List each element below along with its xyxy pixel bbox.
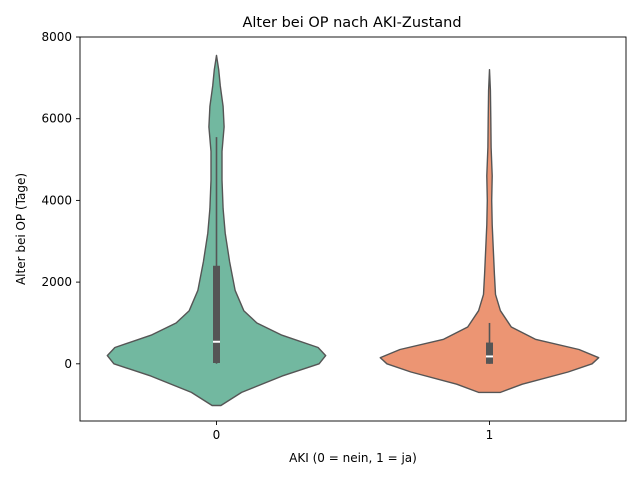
chart-title: Alter bei OP nach AKI-Zustand xyxy=(242,15,461,31)
y-tick-label: 6000 xyxy=(41,112,72,126)
x-tick-label: 1 xyxy=(486,428,494,442)
y-tick-label: 4000 xyxy=(41,193,72,207)
violin-box-1 xyxy=(486,342,493,364)
y-tick-label: 8000 xyxy=(41,30,72,44)
y-tick-label: 0 xyxy=(64,357,72,371)
violin-body-1 xyxy=(379,69,600,394)
y-axis: 0 2000 4000 6000 8000 xyxy=(41,30,80,371)
plot-frame xyxy=(79,36,627,422)
y-axis-label: Alter bei OP (Tage) xyxy=(14,173,28,285)
x-tick-label: 0 xyxy=(213,428,221,442)
plot-area xyxy=(106,54,600,407)
violin-box-0 xyxy=(213,265,220,363)
x-axis-label: AKI (0 = nein, 1 = ja) xyxy=(289,451,417,465)
y-tick-label: 2000 xyxy=(41,275,72,289)
